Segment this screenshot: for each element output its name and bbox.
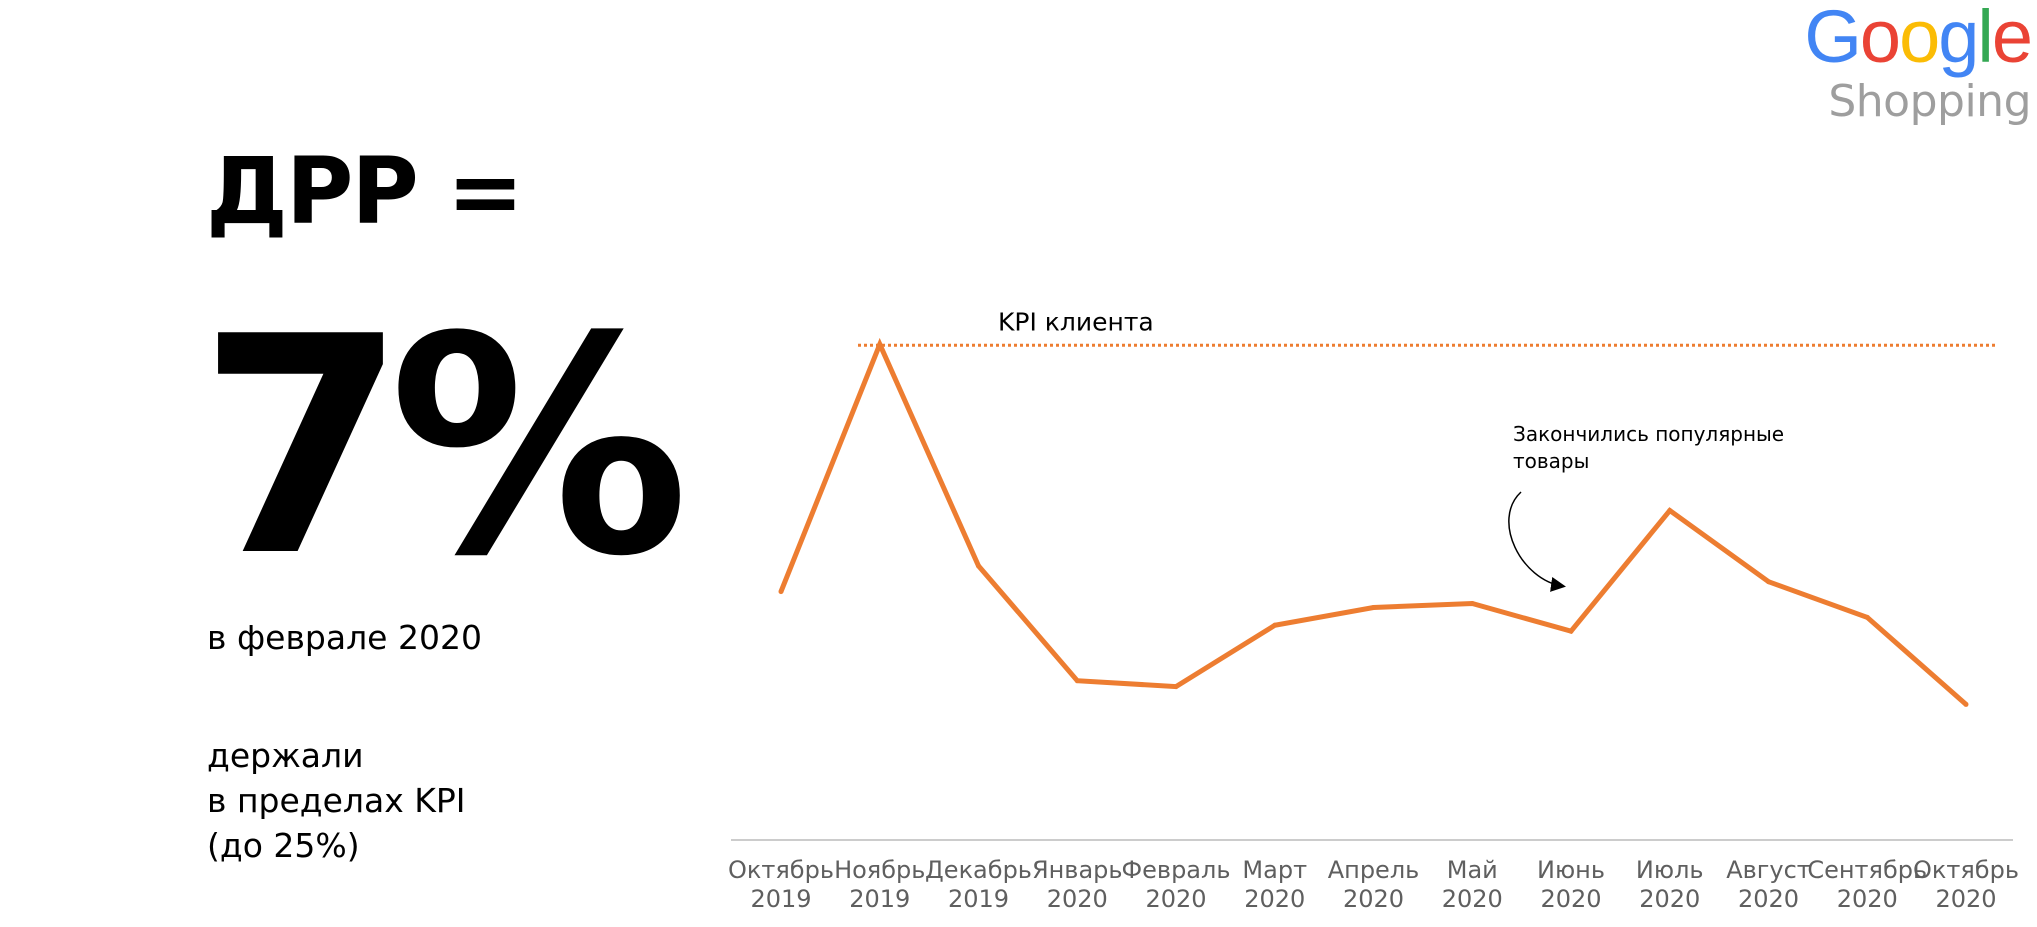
- x-tick-label: Апрель 2020: [1328, 856, 1420, 913]
- logo-letter: G: [1804, 0, 1862, 78]
- data-point: [1963, 701, 1969, 707]
- x-tick-label: Февраль 2020: [1122, 856, 1231, 913]
- shopping-wordmark: Shopping: [1828, 76, 2031, 127]
- logo-letter: o: [1899, 0, 1940, 78]
- data-point: [1469, 601, 1475, 607]
- logo-letter: l: [1977, 0, 1994, 78]
- metric-headline: ДРР =: [206, 138, 524, 245]
- x-tick-label: Декабрь 2019: [925, 856, 1032, 913]
- data-point: [1371, 604, 1376, 610]
- data-point: [877, 341, 883, 347]
- google-shopping-logo: Google Shopping: [1804, 0, 2033, 127]
- note-line: (до 25%): [207, 826, 360, 865]
- metric-period: в феврале 2020: [207, 618, 482, 657]
- annotation-text: Закончились популярные товары: [1513, 422, 1784, 473]
- google-wordmark: Google: [1804, 0, 2033, 78]
- logo-letter: e: [1991, 0, 2033, 78]
- data-point: [1667, 508, 1673, 513]
- metric-note: держали в пределах KPI (до 25%): [207, 733, 466, 868]
- x-tick-label: Март 2020: [1242, 856, 1307, 913]
- x-tick-label: Август 2020: [1726, 856, 1811, 913]
- x-tick-label: Январь 2020: [1032, 856, 1123, 913]
- metric-value: 7%: [198, 273, 689, 622]
- kpi-label: KPI клиента: [998, 307, 1154, 336]
- x-tick-label: Ноябрь 2019: [834, 856, 925, 913]
- data-point: [1568, 628, 1574, 634]
- note-line: в пределах KPI: [207, 781, 466, 820]
- data-point: [976, 563, 981, 569]
- data-point: [1173, 684, 1179, 690]
- data-point: [1864, 614, 1870, 620]
- x-tick-label: Октябрь 2019: [728, 856, 834, 913]
- x-tick-label: Сентябрь 2020: [1807, 856, 1927, 913]
- annotation-arrow: [1508, 491, 1566, 592]
- x-tick-label: Июнь 2020: [1537, 856, 1605, 913]
- logo-letter: g: [1938, 0, 1979, 78]
- logo-letter: o: [1859, 0, 1901, 78]
- data-point: [1272, 622, 1278, 628]
- data-point: [1074, 678, 1080, 684]
- data-point: [1766, 579, 1771, 585]
- note-line: держали: [207, 736, 364, 775]
- x-tick-label: Октябрь 2020: [1913, 856, 2019, 913]
- x-tick-label: Июль 2020: [1636, 856, 1704, 913]
- data-point: [778, 589, 784, 595]
- series-line: [778, 337, 1968, 707]
- x-tick-label: Май 2020: [1442, 856, 1503, 913]
